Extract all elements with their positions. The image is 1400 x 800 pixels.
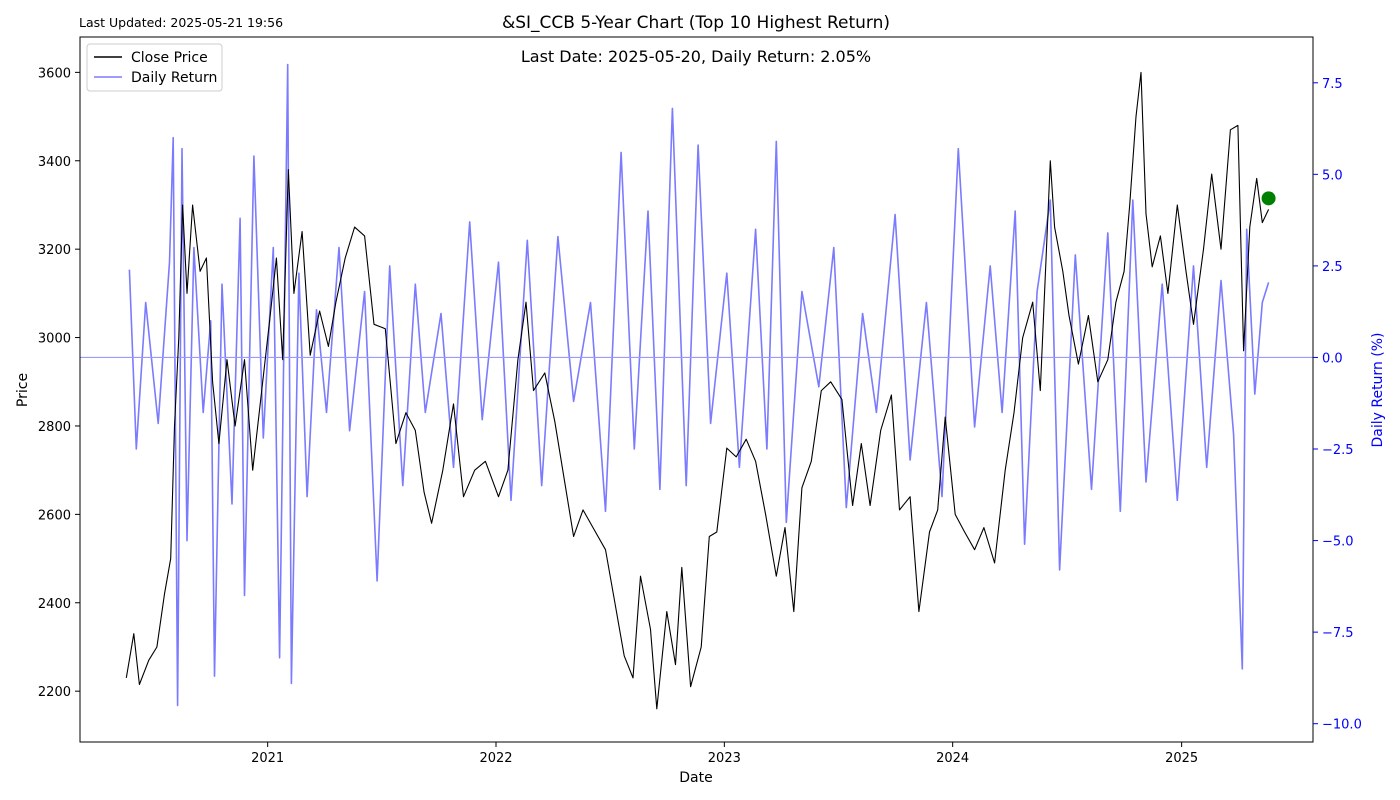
close-price-line xyxy=(125,71,1270,710)
y-right-tick-label: −10.0 xyxy=(1322,718,1362,733)
daily-return-line xyxy=(128,63,1270,707)
y-left-tick-label: 3200 xyxy=(38,243,71,258)
y-right-tick-label: −2.5 xyxy=(1322,443,1354,458)
y-left-tick-label: 3000 xyxy=(38,332,71,347)
x-tick-label: 2025 xyxy=(1165,751,1198,766)
legend: Close Price Daily Return xyxy=(86,43,223,92)
x-tick-label: 2022 xyxy=(479,751,512,766)
x-tick-label: 2023 xyxy=(708,751,741,766)
legend-box xyxy=(86,43,223,92)
last-point-marker xyxy=(1261,191,1276,206)
y-axis-left-label: Price xyxy=(15,373,31,407)
legend-close-label: Close Price xyxy=(131,50,208,66)
y-axis-right-label: Daily Return (%) xyxy=(1370,332,1386,447)
y-left-tick-label: 3400 xyxy=(38,155,71,170)
last-updated-label: Last Updated: 2025-05-21 19:56 xyxy=(79,15,283,30)
x-axis-label: Date xyxy=(679,770,712,786)
y-right-tick-label: 2.5 xyxy=(1322,260,1343,275)
y-right-tick-label: 0.0 xyxy=(1322,351,1343,366)
y-left-tick-label: 2400 xyxy=(38,597,71,612)
chart-subtitle: Last Date: 2025-05-20, Daily Return: 2.0… xyxy=(521,47,871,66)
y-left-tick-label: 3600 xyxy=(38,66,71,81)
y-left-tick-label: 2200 xyxy=(38,685,71,700)
y-right-tick-label: 7.5 xyxy=(1322,77,1343,92)
legend-return-label: Daily Return xyxy=(131,70,217,86)
y-left-tick-label: 2600 xyxy=(38,508,71,523)
y-right-tick-label: 5.0 xyxy=(1322,168,1343,183)
chart-title: &SI_CCB 5-Year Chart (Top 10 Highest Ret… xyxy=(502,13,890,33)
y-right-tick-label: −7.5 xyxy=(1322,626,1354,641)
plot-frame xyxy=(79,36,1314,743)
y-left-tick-label: 2800 xyxy=(38,420,71,435)
x-tick-label: 2021 xyxy=(251,751,284,766)
x-tick-label: 2024 xyxy=(936,751,969,766)
y-right-tick-label: −5.0 xyxy=(1322,535,1354,550)
